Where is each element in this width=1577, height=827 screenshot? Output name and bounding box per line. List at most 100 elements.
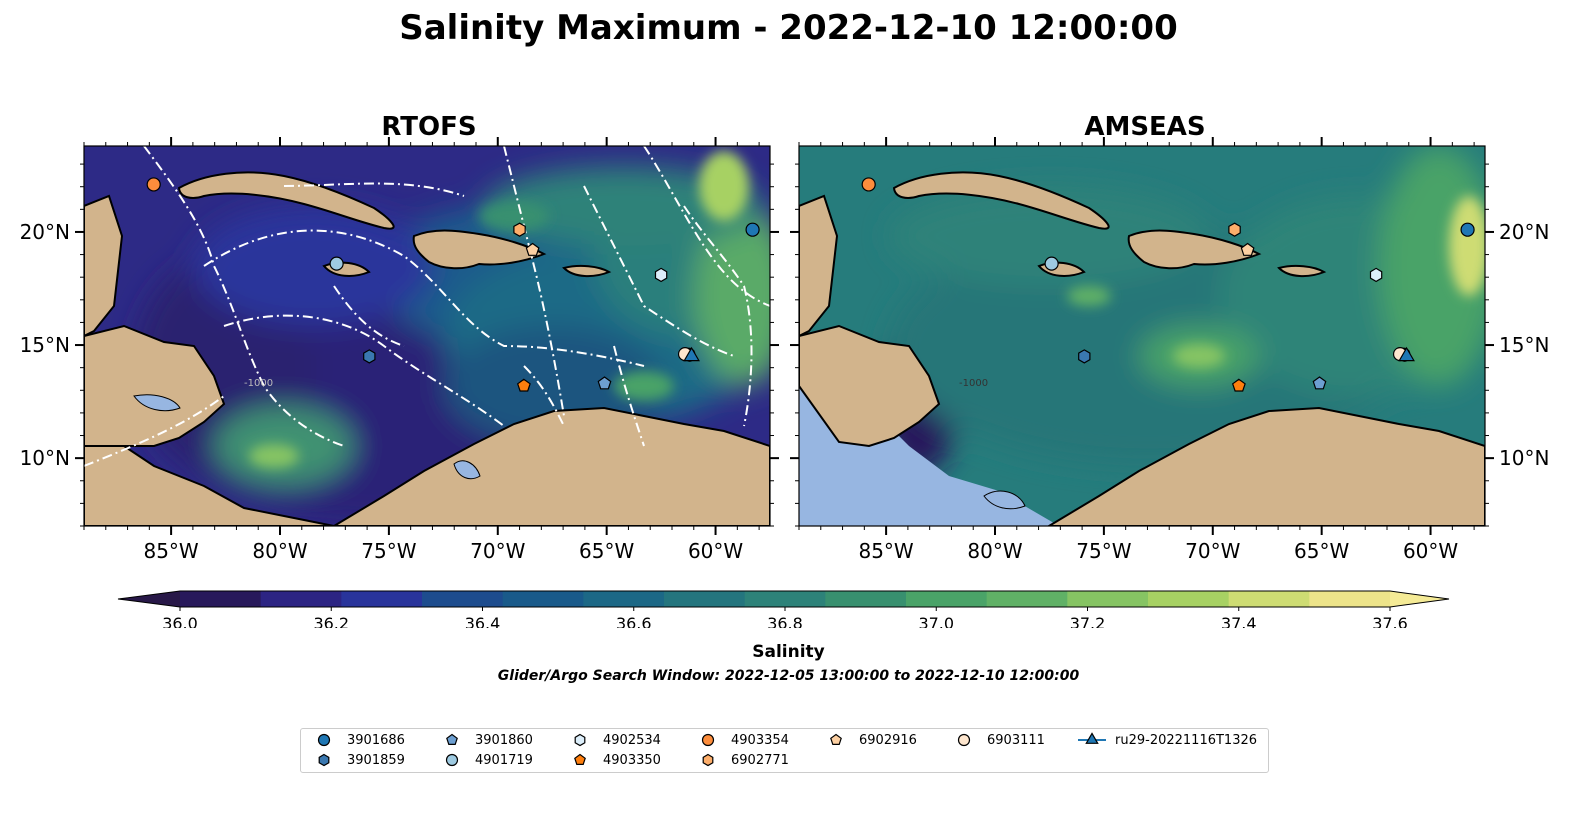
legend-marker-4903354 [701, 733, 715, 747]
rtofs-lon-tick-label: 85°W [143, 539, 198, 563]
amseas-lon-tick-label: 80°W [967, 539, 1022, 563]
colorbar-segment [341, 591, 423, 607]
colorbar-extend-low [118, 591, 180, 607]
float-marker-4903354 [146, 177, 161, 192]
amseas-lat-tick-label: 20°N [1499, 220, 1549, 244]
colorbar-segment [180, 591, 262, 607]
legend-entry-4902534: 4902534 [565, 731, 661, 749]
colorbar-segment [664, 591, 746, 607]
colorbar-tick-label: 36.0 [162, 614, 198, 628]
circle-marker-icon [445, 753, 459, 767]
float-marker-4903354 [861, 177, 876, 192]
legend-entry-6903111: 6903111 [949, 731, 1045, 749]
colorbar-tick-label: 36.6 [616, 614, 652, 628]
legend-marker-3901860 [446, 733, 458, 745]
legend-marker-6903111 [957, 733, 971, 747]
hexagon-marker-icon [318, 753, 330, 767]
legend: 3901686 3901859 3901860 4901719 4902534 49033… [300, 728, 1269, 773]
colorbar-tick-label: 37.2 [1070, 614, 1106, 628]
legend-entry-3901860: 3901860 [437, 731, 533, 749]
hexagon-marker-icon [574, 733, 586, 747]
rtofs-panel-title: RTOFS [381, 112, 477, 142]
legend-entry-6902771: 6902771 [693, 751, 789, 769]
circle-marker-icon [317, 733, 331, 747]
float-marker-4902534 [1369, 267, 1383, 283]
colorbar-segment [502, 591, 584, 607]
legend-marker-4903350 [574, 753, 586, 765]
map-panels: -1000 85°W 80°W 75°W 70°W 65°W 60°W 10°N 15°N 20… [20, 137, 1549, 563]
float-marker-6902771 [513, 222, 526, 237]
pentagon-marker-icon [830, 733, 842, 745]
float-marker-4903350 [516, 378, 531, 392]
amseas-lon-tick-label: 65°W [1294, 539, 1349, 563]
legend-entry-4903354: 4903354 [693, 731, 789, 749]
legend-label: 4902534 [603, 732, 661, 748]
float-marker-3901686 [1460, 222, 1475, 237]
amseas-lat-tick-label: 10°N [1499, 446, 1549, 470]
rtofs-lat-tick-label: 10°N [20, 446, 70, 470]
rtofs-lon-tick-label: 80°W [252, 539, 307, 563]
legend-marker-6902916 [830, 733, 842, 745]
pentagon-marker-icon [446, 733, 458, 745]
amseas-map: -1000 85°W 80°W 75°W 70°W 65°W 60°W 10°N 15°N 20… [790, 137, 1549, 563]
legend-marker-ru29-20221116T1326 [1085, 732, 1099, 744]
float-marker-3901860 [597, 376, 612, 390]
colorbar-segment [1228, 591, 1310, 607]
legend-entry-6902916: 6902916 [821, 731, 917, 749]
rtofs-lon-tick-label: 65°W [579, 539, 634, 563]
legend-label: 6902771 [731, 752, 789, 768]
circle-marker-icon [957, 733, 971, 747]
colorbar-segment [906, 591, 988, 607]
legend-marker-3901859 [318, 753, 330, 767]
legend-label: 3901859 [347, 752, 405, 768]
float-marker-3901686 [745, 222, 760, 237]
colorbar-segment [422, 591, 504, 607]
legend-entry-ru29-20221116T1326: ru29-20221116T1326 [1077, 731, 1257, 749]
float-marker-4901719 [1044, 256, 1059, 271]
search-window-note: Glider/Argo Search Window: 2022-12-05 13… [497, 668, 1080, 684]
legend-entry-4903350: 4903350 [565, 751, 661, 769]
colorbar-tick-label: 37.0 [918, 614, 954, 628]
float-marker-6902771 [1228, 222, 1241, 237]
amseas-lat-tick-label: 15°N [1499, 333, 1549, 357]
colorbar-segment [1309, 591, 1391, 607]
float-marker-3901860 [1312, 376, 1327, 390]
figure-title: Salinity Maximum - 2022-12-10 12:00:00 [399, 8, 1178, 48]
legend-marker-6902771 [702, 753, 714, 767]
circle-marker-icon [701, 733, 715, 747]
legend-marker-3901686 [317, 733, 331, 747]
colorbar-segment [986, 591, 1068, 607]
rtofs-contour-label: -1000 [244, 378, 273, 389]
glider-marker-ru29-20221116T1326 [1398, 346, 1415, 362]
legend-label: 6902916 [859, 732, 917, 748]
float-marker-6902916 [1240, 242, 1255, 256]
rtofs-map: -1000 85°W 80°W 75°W 70°W 65°W 60°W 10°N 15°N 20… [20, 137, 779, 563]
colorbar-tick-label: 36.2 [313, 614, 349, 628]
amseas-lon-tick-label: 85°W [858, 539, 913, 563]
colorbar-segment [260, 591, 342, 607]
amseas-lon-tick-label: 70°W [1185, 539, 1240, 563]
colorbar-tick-label: 36.8 [767, 614, 803, 628]
legend-label: 3901686 [347, 732, 405, 748]
legend-marker-4902534 [574, 733, 586, 747]
rtofs-lat-tick-label: 20°N [20, 220, 70, 244]
amseas-lon-tick-label: 60°W [1403, 539, 1458, 563]
rtofs-lon-tick-label: 75°W [361, 539, 416, 563]
rtofs-lat-tick-label: 15°N [20, 333, 70, 357]
legend-marker-4901719 [445, 753, 459, 767]
hexagon-marker-icon [702, 753, 714, 767]
triangle-marker-icon [1078, 732, 1106, 744]
colorbar-tick-label: 37.4 [1221, 614, 1257, 628]
amseas-contour-label: -1000 [959, 378, 988, 389]
colorbar-segment [1067, 591, 1149, 607]
float-marker-4901719 [329, 256, 344, 271]
pentagon-marker-icon [574, 753, 586, 765]
legend-label: 4903354 [731, 732, 789, 748]
legend-label: 4903350 [603, 752, 661, 768]
amseas-lon-tick-label: 75°W [1076, 539, 1131, 563]
colorbar-tick-label: 36.4 [465, 614, 501, 628]
rtofs-lon-tick-label: 70°W [470, 539, 525, 563]
rtofs-lon-tick-label: 60°W [688, 539, 743, 563]
float-marker-3901859 [363, 349, 376, 364]
float-marker-4903350 [1231, 378, 1246, 392]
